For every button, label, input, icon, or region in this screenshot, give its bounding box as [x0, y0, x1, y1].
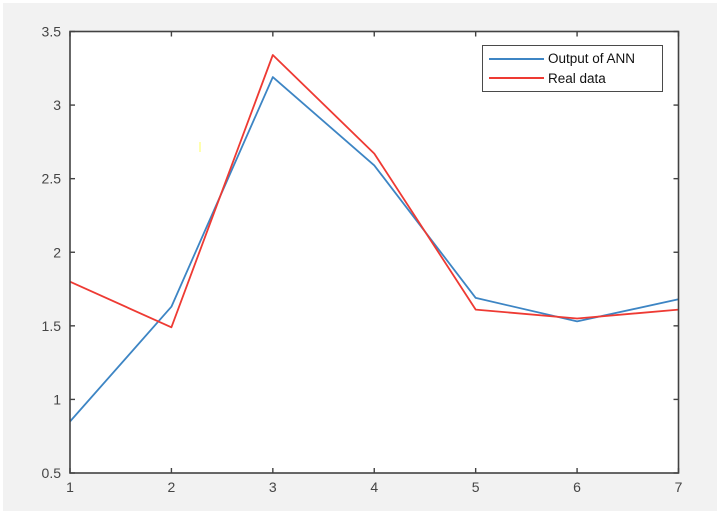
legend: Output of ANN Real data	[482, 45, 663, 92]
legend-label-real: Real data	[548, 70, 606, 86]
x-tick-label: 5	[472, 479, 480, 495]
legend-line-sample-real	[489, 77, 544, 80]
x-tick-label: 7	[675, 479, 683, 495]
legend-entry-real: Real data	[489, 70, 662, 86]
y-tick-label: 2	[53, 244, 61, 260]
x-tick-label: 6	[573, 479, 581, 495]
axes-box	[69, 30, 680, 474]
y-tick-label: 2.5	[42, 171, 62, 187]
y-tick-label: 3	[53, 97, 61, 113]
x-tick-label: 3	[269, 479, 277, 495]
legend-label-ann: Output of ANN	[548, 51, 636, 66]
x-tick-label: 4	[370, 479, 378, 495]
series-line-real	[69, 54, 679, 329]
x-tick-label: 1	[66, 479, 74, 495]
y-tick-label: 1.5	[42, 318, 62, 334]
y-tick-label: 1	[53, 391, 61, 407]
x-tick-label: 2	[168, 479, 176, 495]
legend-line-sample-ann	[489, 57, 544, 60]
stray-yellow-mark	[199, 142, 201, 152]
y-tick-label: 0.5	[42, 465, 62, 481]
y-tick-label: 3.5	[42, 24, 62, 40]
series-line-ann	[69, 76, 679, 423]
plot-area	[70, 31, 679, 473]
legend-entry-ann: Output of ANN	[489, 52, 662, 66]
